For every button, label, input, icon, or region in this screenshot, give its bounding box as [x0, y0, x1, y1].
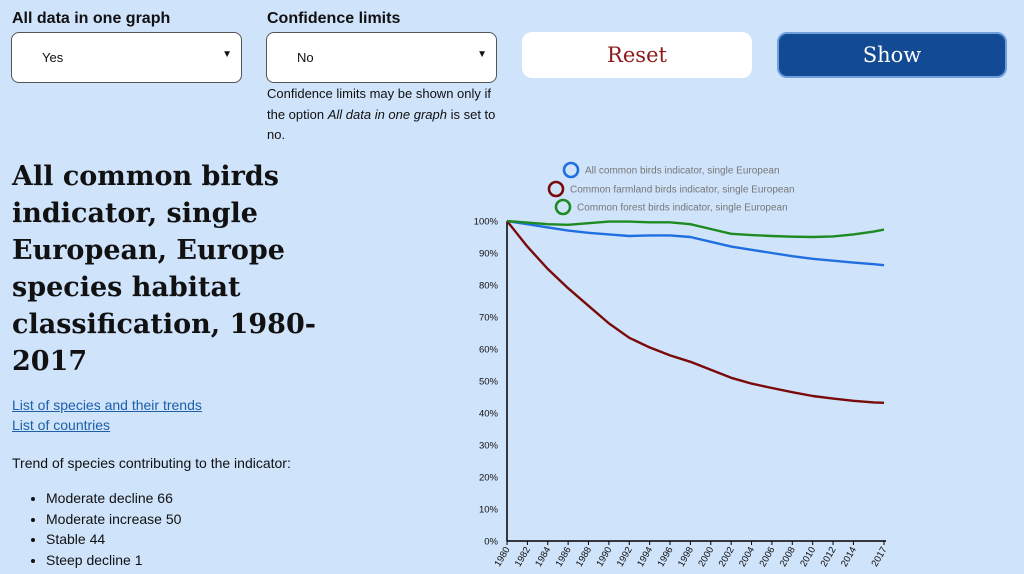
x-tick-label: 2017 [870, 545, 890, 569]
confidence-label: Confidence limits [267, 10, 401, 27]
legend-label: Common forest birds indicator, single Eu… [577, 203, 788, 214]
trend-item: Steep decline 1 [46, 550, 181, 571]
dropdown-arrow-icon: ▼ [477, 49, 487, 60]
y-tick-label: 90% [479, 249, 499, 260]
show-button[interactable]: Show [777, 32, 1007, 78]
y-tick-label: 0% [484, 537, 498, 548]
x-tick-label: 1984 [533, 545, 553, 569]
legend-marker-icon [554, 198, 572, 216]
confidence-note: Confidence limits may be shown only if t… [267, 86, 496, 142]
series-line [506, 219, 885, 239]
x-tick-label: 2010 [798, 545, 818, 569]
x-tick-label: 1986 [554, 545, 574, 569]
x-tick-label: 1990 [594, 545, 614, 569]
x-tick-label: 2006 [757, 545, 777, 569]
x-tick-label: 1996 [656, 545, 676, 569]
x-tick-label: 1994 [635, 545, 655, 569]
confidence-value: No [297, 50, 314, 65]
y-tick-label: 40% [479, 409, 499, 420]
x-tick-label: 1988 [574, 545, 594, 569]
reset-button[interactable]: Reset [522, 32, 752, 78]
y-tick-label: 100% [474, 217, 499, 228]
trend-item: Stable 44 [46, 529, 181, 550]
all-data-value: Yes [42, 50, 64, 65]
x-tick-label: 1982 [513, 545, 533, 569]
x-tick-label: 2008 [778, 545, 798, 569]
y-tick-label: 60% [479, 345, 499, 356]
trend-list: Moderate decline 66 Moderate increase 50… [12, 488, 181, 570]
species-list-link[interactable]: List of species and their trends [12, 397, 202, 413]
x-tick-label: 2004 [737, 545, 757, 569]
x-tick-label: 2014 [839, 545, 859, 569]
legend-marker-icon [562, 161, 580, 179]
legend-label: All common birds indicator, single Europ… [585, 166, 780, 177]
legend-label: Common farmland birds indicator, single … [570, 185, 795, 196]
x-tick-label: 1992 [615, 545, 635, 569]
y-tick-label: 10% [479, 505, 499, 516]
legend-marker-icon [547, 180, 565, 198]
x-tick-label: 2002 [717, 545, 737, 569]
series-line [506, 220, 885, 404]
x-tick-label: 2000 [696, 545, 716, 569]
y-tick-label: 20% [479, 473, 499, 484]
page-title: All common birds indicator, single Europ… [12, 161, 316, 377]
trend-item: Moderate increase 50 [46, 509, 181, 530]
x-tick-label: 1980 [493, 545, 513, 569]
y-tick-label: 30% [479, 441, 499, 452]
dropdown-arrow-icon: ▼ [222, 49, 232, 60]
confidence-select[interactable]: No ▼ [266, 32, 497, 83]
y-tick-label: 50% [479, 377, 499, 388]
countries-list-link[interactable]: List of countries [12, 417, 111, 433]
trend-label: Trend of species contributing to the ind… [12, 455, 291, 471]
trend-item: Moderate decline 66 [46, 488, 181, 509]
series-line [506, 219, 885, 267]
x-tick-label: 1998 [676, 545, 696, 569]
x-tick-label: 2012 [819, 545, 839, 569]
y-tick-label: 80% [479, 281, 499, 292]
all-data-select[interactable]: Yes ▼ [11, 32, 242, 83]
all-data-label: All data in one graph [12, 10, 171, 27]
y-tick-label: 70% [479, 313, 499, 324]
